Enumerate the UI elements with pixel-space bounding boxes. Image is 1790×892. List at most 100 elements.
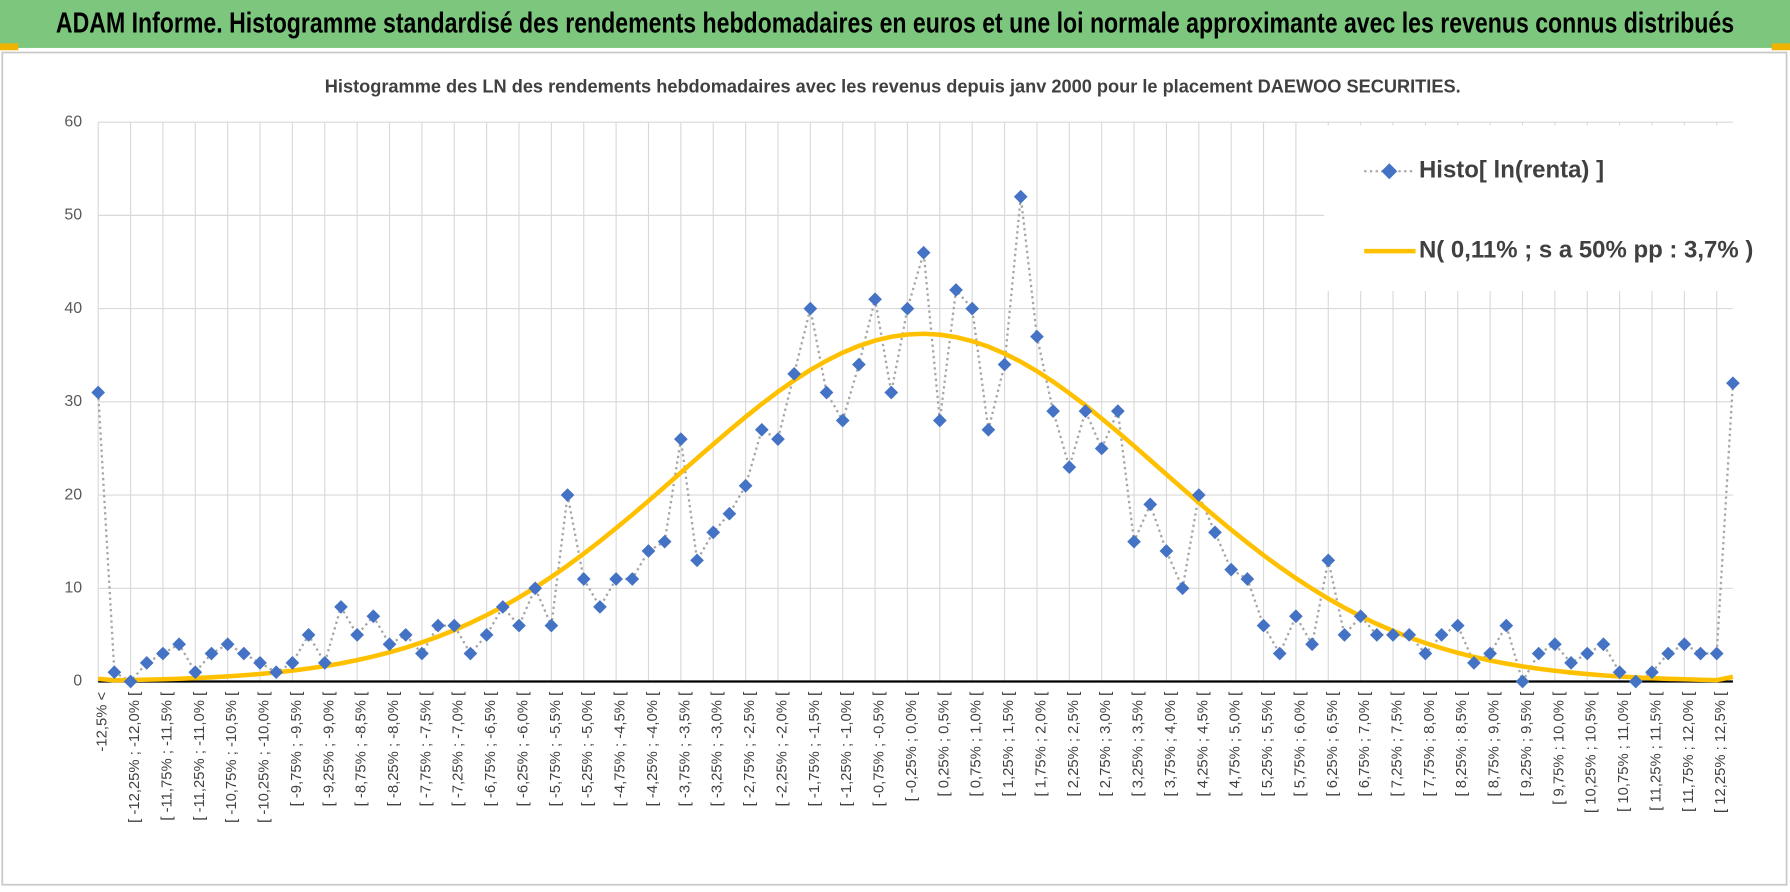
data-point bbox=[884, 385, 899, 400]
chart-frame bbox=[1, 51, 1788, 886]
x-tick-label: [ 8,75% ; 9,0% [ bbox=[1487, 692, 1503, 797]
x-tick-label: [ 11,75% ; 12,0% [ bbox=[1681, 692, 1697, 812]
x-tick-label: [ -5,75% ; -5,5% [ bbox=[548, 692, 564, 807]
x-tick-label: [ -1,25% ; -1,0% [ bbox=[839, 692, 855, 807]
data-point bbox=[674, 432, 688, 446]
data-point bbox=[1450, 618, 1465, 633]
data-point bbox=[625, 572, 640, 586]
data-point bbox=[431, 618, 445, 633]
x-tick-label: [ -3,25% ; -3,0% [ bbox=[710, 692, 726, 807]
data-point bbox=[949, 283, 963, 297]
data-point bbox=[220, 637, 235, 652]
data-point bbox=[1127, 534, 1141, 549]
data-point bbox=[172, 637, 186, 652]
x-tick-label: [ -8,75% ; -8,5% [ bbox=[354, 692, 370, 807]
data-point bbox=[1240, 572, 1255, 586]
normal-curve bbox=[97, 331, 1734, 683]
data-point bbox=[690, 553, 704, 568]
y-tick-label: 0 bbox=[73, 673, 82, 690]
banner-tab bbox=[0, 43, 19, 51]
data-point bbox=[334, 600, 348, 614]
data-point bbox=[1321, 553, 1336, 568]
x-tick-label: [ 6,75% ; 7,0% [ bbox=[1357, 692, 1373, 797]
data-point bbox=[544, 618, 559, 633]
data-point bbox=[512, 618, 526, 633]
x-tick-label: [ -8,25% ; -8,0% [ bbox=[386, 692, 402, 807]
x-tick-label: [ -10,75% ; -10,5% [ bbox=[224, 692, 240, 823]
data-point bbox=[560, 488, 575, 502]
x-tick-label: [ 8,25% ; 8,5% [ bbox=[1454, 692, 1470, 797]
data-point bbox=[1030, 329, 1044, 344]
data-point bbox=[932, 413, 947, 428]
x-tick-label: [ 0,25% ; 0,5% [ bbox=[936, 692, 952, 797]
x-tick-label: [ 9,25% ; 9,5% [ bbox=[1519, 692, 1535, 797]
x-tick-label: [ 2,25% ; 2,5% [ bbox=[1066, 692, 1082, 797]
banner-title: ADAM Informe. Histogramme standardisé de… bbox=[56, 8, 1734, 40]
legend-marker bbox=[1381, 163, 1398, 180]
data-point bbox=[447, 618, 462, 633]
x-tick-label: [ -2,75% ; -2,5% [ bbox=[742, 692, 758, 807]
x-tick-label: [ -7,25% ; -7,0% [ bbox=[451, 692, 467, 807]
data-point bbox=[657, 534, 672, 549]
legend-label: N( 0,11% ; s a 50% pp : 3,7% ) bbox=[1419, 236, 1753, 263]
x-tick-label: [ -11,75% ; -11,5% [ bbox=[159, 692, 175, 821]
data-point bbox=[1062, 460, 1077, 474]
x-tick-label: [ -2,25% ; -2,0% [ bbox=[774, 692, 790, 807]
banner-tab bbox=[1771, 43, 1790, 51]
data-point bbox=[803, 301, 818, 316]
banner-bar bbox=[0, 0, 1790, 48]
x-tick-label: [ 7,25% ; 7,5% [ bbox=[1390, 692, 1406, 797]
x-tick-label: [ -12,25% ; -12,0% [ bbox=[127, 692, 143, 823]
y-tick-label: 50 bbox=[64, 207, 82, 224]
data-point bbox=[528, 581, 543, 596]
data-point bbox=[576, 572, 591, 586]
data-point bbox=[787, 367, 802, 381]
x-tick-label: [ -3,75% ; -3,5% [ bbox=[677, 692, 693, 807]
x-tick-label: [ -5,25% ; -5,0% [ bbox=[580, 692, 596, 807]
x-tick-label: [ -9,75% ; -9,5% [ bbox=[289, 692, 305, 807]
x-tick-label: [ -0,25% ; 0,0% [ bbox=[904, 692, 920, 802]
x-tick-label: [ 5,75% ; 6,0% [ bbox=[1292, 692, 1308, 797]
x-tick-label: [ -11,25% ; -11,0% [ bbox=[192, 692, 208, 821]
x-tick-label: [ 3,75% ; 4,0% [ bbox=[1163, 692, 1179, 797]
data-point bbox=[382, 637, 397, 652]
data-point bbox=[1046, 404, 1060, 419]
x-tick-label: [ -4,25% ; -4,0% [ bbox=[645, 692, 661, 807]
x-tick-label: [ 7,75% ; 8,0% [ bbox=[1422, 692, 1438, 797]
x-tick-label: [ -1,75% ; -1,5% [ bbox=[807, 692, 823, 807]
x-tick-label: [ 10,75% ; 11,0% [ bbox=[1616, 692, 1632, 812]
x-tick-label: [ 1,25% ; 1,5% [ bbox=[1001, 692, 1017, 797]
data-point bbox=[1256, 618, 1271, 633]
x-tick-label: [ -6,25% ; -6,0% [ bbox=[515, 692, 531, 807]
x-tick-label: [ -7,75% ; -7,5% [ bbox=[418, 692, 434, 807]
data-point bbox=[91, 385, 106, 400]
y-tick-label: 10 bbox=[64, 580, 82, 597]
chart-title: Histogramme des LN des rendements hebdom… bbox=[325, 76, 1461, 97]
data-point bbox=[965, 301, 980, 316]
y-tick-label: 40 bbox=[64, 300, 82, 317]
data-point bbox=[738, 478, 753, 493]
data-point bbox=[981, 422, 996, 437]
data-point bbox=[495, 600, 510, 614]
data-point bbox=[609, 572, 623, 586]
x-tick-label: -12,5% < bbox=[95, 692, 111, 752]
x-tick-label: [ 4,75% ; 5,0% [ bbox=[1228, 692, 1244, 797]
data-point bbox=[900, 301, 915, 316]
x-tick-label: [ -0,75% ; -0,5% [ bbox=[872, 692, 888, 807]
data-point bbox=[366, 609, 381, 624]
x-tick-label: [ 12,25% ; 12,5% [ bbox=[1713, 692, 1729, 813]
legend-box bbox=[1324, 125, 1733, 292]
x-tick-label: [ 5,25% ; 5,5% [ bbox=[1260, 692, 1276, 797]
data-point bbox=[641, 544, 656, 558]
y-tick-label: 60 bbox=[64, 113, 82, 130]
x-tick-label: [ 2,75% ; 3,0% [ bbox=[1098, 692, 1114, 797]
x-tick-label: [ 1,75% ; 2,0% [ bbox=[1033, 692, 1049, 797]
x-tick-label: [ 3,25% ; 3,5% [ bbox=[1131, 692, 1147, 797]
data-point bbox=[1191, 488, 1206, 502]
data-point bbox=[1013, 189, 1028, 204]
data-point bbox=[916, 245, 931, 260]
x-tick-label: [ -6,75% ; -6,5% [ bbox=[483, 692, 499, 807]
data-point bbox=[593, 600, 607, 614]
x-tick-label: [ 0,75% ; 1,0% [ bbox=[969, 692, 985, 797]
